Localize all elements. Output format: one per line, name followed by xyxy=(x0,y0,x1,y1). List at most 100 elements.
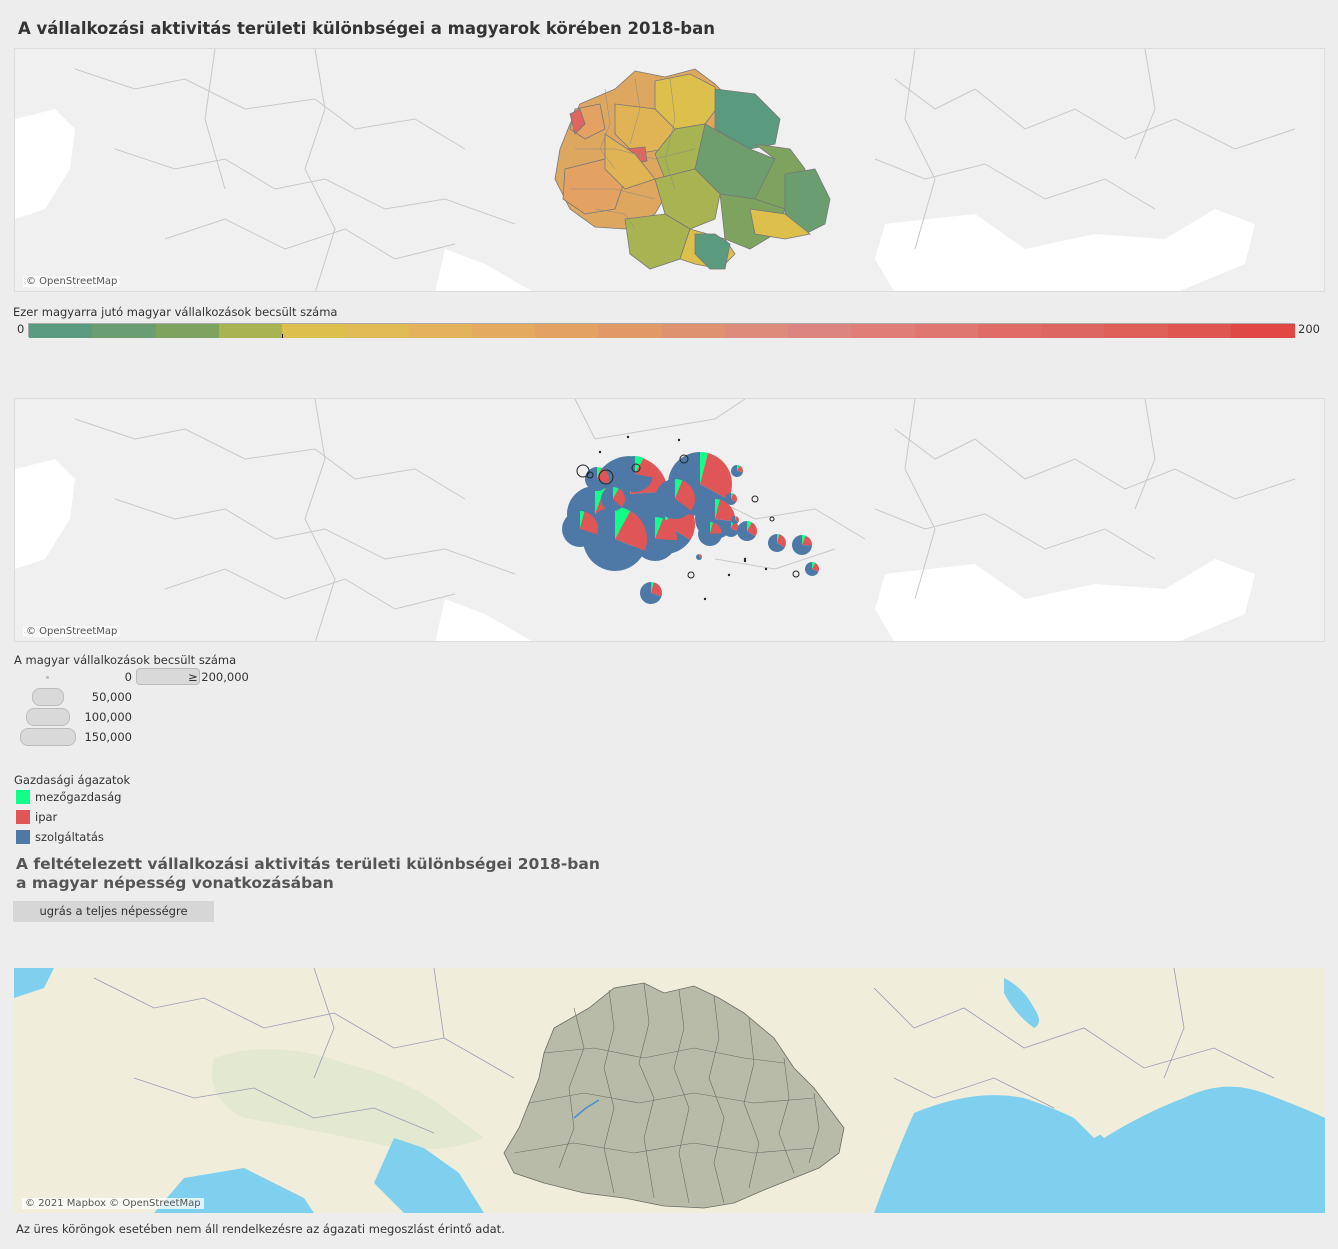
dot-marker[interactable] xyxy=(743,557,747,561)
pie-marker[interactable] xyxy=(695,554,702,560)
map-credit: © 2021 Mapbox © OpenStreetMap xyxy=(22,1198,204,1209)
sector-legend-item-agriculture[interactable]: mezőgazdaság xyxy=(16,790,121,804)
sea-shape xyxy=(15,109,75,219)
color-legend-min: 0 xyxy=(17,322,25,336)
size-legend: 0 ≥ 200,000 50,000 100,000 150,000 xyxy=(14,668,274,748)
color-legend-step xyxy=(535,324,599,338)
color-legend-step xyxy=(29,324,93,338)
water-reservoir xyxy=(1004,978,1039,1028)
country-borders xyxy=(93,968,1275,1134)
color-legend-step xyxy=(408,324,473,338)
color-legend-bar[interactable] xyxy=(28,323,1295,338)
sea-shape xyxy=(875,559,1255,641)
dot-marker[interactable] xyxy=(727,573,731,577)
empty-circle-marker[interactable] xyxy=(679,454,689,464)
color-legend-marker xyxy=(282,334,283,338)
color-legend-step xyxy=(1104,324,1168,338)
empty-circle-marker[interactable] xyxy=(631,463,641,473)
pie-marker[interactable] xyxy=(792,535,812,555)
pie-marker[interactable] xyxy=(655,479,695,519)
color-legend-title: Ezer magyarra jutó magyar vállalkozások … xyxy=(13,305,338,319)
sector-legend-title: Gazdasági ágazatok xyxy=(14,773,131,787)
size-label-200000: ≥ 200,000 xyxy=(188,670,249,684)
dot-marker[interactable] xyxy=(598,450,602,454)
empty-circle-marker[interactable] xyxy=(769,516,775,522)
empty-circle-marker[interactable] xyxy=(598,469,614,485)
historical-region-polygons[interactable] xyxy=(503,982,845,1209)
color-legend-step xyxy=(155,324,220,338)
water-adriatic xyxy=(374,1138,484,1213)
water-north-sea xyxy=(14,968,54,998)
pie-marker[interactable] xyxy=(731,465,744,477)
pie-marker[interactable] xyxy=(583,507,648,571)
map-credit: © OpenStreetMap xyxy=(23,626,121,637)
dot-marker[interactable] xyxy=(677,438,681,442)
color-legend-step xyxy=(598,324,662,338)
color-legend-step xyxy=(914,324,979,338)
pie-marker[interactable] xyxy=(698,522,722,546)
pie-marker[interactable] xyxy=(722,521,739,537)
sector-swatch xyxy=(16,810,30,824)
size-label-150000: 150,000 xyxy=(84,730,132,744)
pie-marker[interactable] xyxy=(805,562,819,576)
county-borders xyxy=(513,982,820,1204)
size-label-50000: 50,000 xyxy=(91,690,132,704)
empty-circle-marker[interactable] xyxy=(576,464,590,478)
pie-markers[interactable] xyxy=(562,435,819,604)
pie-marker[interactable] xyxy=(731,516,739,524)
water-black-sea xyxy=(874,1086,1325,1213)
color-legend-step xyxy=(282,324,346,338)
dot-marker[interactable] xyxy=(764,567,768,571)
empty-circle-marker[interactable] xyxy=(792,570,800,578)
pie-marker[interactable] xyxy=(640,582,663,604)
county-borders xyxy=(570,78,696,230)
color-legend-max: 200 xyxy=(1298,322,1320,336)
bubble-map-canvas xyxy=(15,399,1296,641)
sea-shape xyxy=(435,249,532,291)
pie-marker[interactable] xyxy=(562,511,598,547)
pie-marker[interactable] xyxy=(725,493,737,505)
sector-label: szolgáltatás xyxy=(35,830,104,844)
empty-circle-marker[interactable] xyxy=(586,471,594,479)
pie-marker[interactable] xyxy=(617,456,653,492)
color-legend-step xyxy=(1230,324,1295,338)
terrain-map[interactable]: © 2021 Mapbox © OpenStreetMap xyxy=(14,968,1325,1213)
color-legend-step xyxy=(92,324,156,338)
alps-terrain xyxy=(212,1049,484,1150)
terrain-map-canvas xyxy=(14,968,1325,1213)
section2-title-line2: a magyar népesség vonatkozásában xyxy=(16,874,334,892)
sector-swatch xyxy=(16,830,30,844)
empty-circle-marker[interactable] xyxy=(687,571,695,579)
color-legend-step xyxy=(661,324,726,338)
color-legend-step xyxy=(471,324,536,338)
sea-shape xyxy=(15,459,75,569)
color-legend-step xyxy=(788,324,852,338)
dot-marker[interactable] xyxy=(743,559,747,563)
footnote: Az üres köröngok esetében nem áll rendel… xyxy=(16,1222,505,1236)
size-legend-title: A magyar vállalkozások becsült száma xyxy=(14,653,237,667)
sea-shape xyxy=(435,599,532,641)
dot-marker[interactable] xyxy=(626,435,630,439)
bubble-map[interactable]: © OpenStreetMap xyxy=(14,398,1325,642)
sector-label: mezőgazdaság xyxy=(35,790,122,804)
choropleth-map[interactable]: © OpenStreetMap xyxy=(14,48,1325,292)
empty-circle-marker[interactable] xyxy=(751,495,759,503)
map-credit: © OpenStreetMap xyxy=(23,276,121,287)
dot-marker[interactable] xyxy=(703,597,707,601)
sector-legend-item-industry[interactable]: ipar xyxy=(16,810,57,824)
dashboard-title: A vállalkozási aktivitás területi különb… xyxy=(18,19,716,38)
color-legend-step xyxy=(1167,324,1232,338)
pie-marker[interactable] xyxy=(601,487,625,511)
jump-to-total-population-button[interactable]: ugrás a teljes népességre xyxy=(13,901,214,922)
lake-balaton xyxy=(573,1099,600,1119)
size-label-100000: 100,000 xyxy=(84,710,132,724)
size-swatch-100000 xyxy=(26,708,70,726)
pie-marker[interactable] xyxy=(737,521,757,541)
size-swatch-150000 xyxy=(20,728,76,746)
pie-marker[interactable] xyxy=(768,534,787,552)
sector-legend-item-services[interactable]: szolgáltatás xyxy=(16,830,104,844)
choropleth-map-canvas xyxy=(15,49,1296,291)
size-swatch-200000 xyxy=(136,668,200,685)
color-legend-step xyxy=(851,324,915,338)
county-polygons[interactable] xyxy=(554,68,831,270)
